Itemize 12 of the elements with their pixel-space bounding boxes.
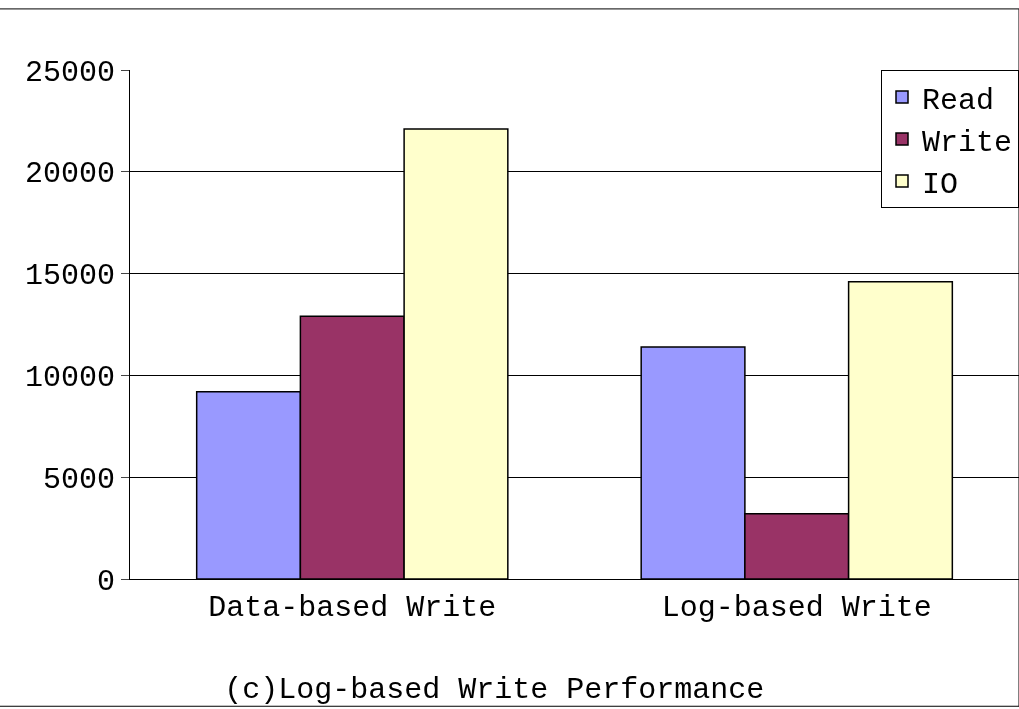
legend-label: Write [922, 125, 1013, 160]
legend-label: IO [922, 167, 959, 202]
x-tick-label: Log-based Write [661, 591, 932, 625]
y-tick-label: 20000 [24, 157, 115, 192]
y-tick-label: 5000 [42, 462, 115, 497]
y-tick-label: 15000 [24, 259, 115, 294]
text: (c)Log-based Write Performance [224, 673, 765, 708]
y-tick-label: 0 [96, 564, 115, 599]
y-tick-label: 10000 [24, 360, 115, 395]
legend-label: Read [922, 83, 995, 118]
y-tick-label: 25000 [24, 55, 115, 90]
x-tick-label: Data-based Write [208, 591, 497, 625]
